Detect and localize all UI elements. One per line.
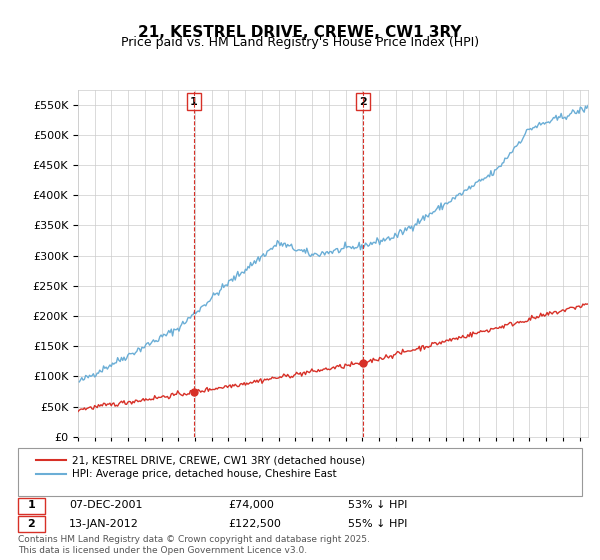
Text: £122,500: £122,500 [228,519,281,529]
Text: 2: 2 [28,519,35,529]
Text: 21, KESTREL DRIVE, CREWE, CW1 3RY: 21, KESTREL DRIVE, CREWE, CW1 3RY [138,25,462,40]
Text: £74,000: £74,000 [228,500,274,510]
Text: 1: 1 [28,500,35,510]
Text: 21, KESTREL DRIVE, CREWE, CW1 3RY (detached house): 21, KESTREL DRIVE, CREWE, CW1 3RY (detac… [72,455,365,465]
Text: Price paid vs. HM Land Registry's House Price Index (HPI): Price paid vs. HM Land Registry's House … [121,36,479,49]
Text: Contains HM Land Registry data © Crown copyright and database right 2025.
This d: Contains HM Land Registry data © Crown c… [18,535,370,554]
Text: HPI: Average price, detached house, Cheshire East: HPI: Average price, detached house, Ches… [72,469,337,479]
Text: 53% ↓ HPI: 53% ↓ HPI [348,500,407,510]
Text: 07-DEC-2001: 07-DEC-2001 [69,500,143,510]
Text: 13-JAN-2012: 13-JAN-2012 [69,519,139,529]
Text: 2: 2 [359,97,367,106]
Text: 1: 1 [190,97,198,106]
Text: 55% ↓ HPI: 55% ↓ HPI [348,519,407,529]
